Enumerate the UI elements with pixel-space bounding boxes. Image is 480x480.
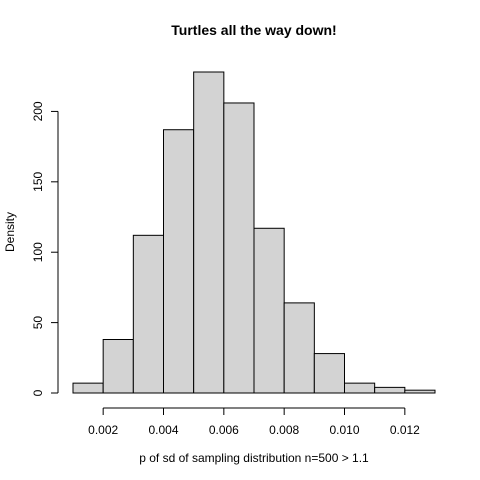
y-axis: 0 50 100 150 200 [31,101,59,396]
bars-group [72,71,436,394]
histogram-bar [223,102,255,394]
x-tick-label: 0.002 [88,423,118,437]
histogram-bar [283,302,315,394]
y-tick-label: 0 [31,389,45,396]
histogram-bar [193,71,225,394]
x-tick-label: 0.010 [329,423,359,437]
histogram-bar [163,129,195,394]
histogram-bar [102,339,134,394]
y-tick-label: 100 [31,242,45,262]
y-tick-label: 50 [31,316,45,330]
histogram-bar [253,227,285,394]
x-tick-label: 0.004 [148,423,178,437]
histogram-bar [72,382,104,394]
y-axis-label: Density [3,212,17,252]
x-axis: 0.002 0.004 0.006 0.008 0.010 0.012 [88,407,420,437]
x-tick-label: 0.012 [390,423,420,437]
chart-title: Turtles all the way down! [171,22,336,38]
y-tick-label: 200 [31,101,45,121]
y-tick-label: 150 [31,171,45,191]
x-tick-label: 0.006 [209,423,239,437]
x-tick-label: 0.008 [269,423,299,437]
histogram-bar [344,382,376,394]
histogram-bar [313,353,345,394]
histogram-bar [132,234,165,394]
x-axis-label: p of sd of sampling distribution n=500 >… [139,451,369,465]
histogram-bar [374,386,406,394]
histogram-bar [404,389,436,394]
